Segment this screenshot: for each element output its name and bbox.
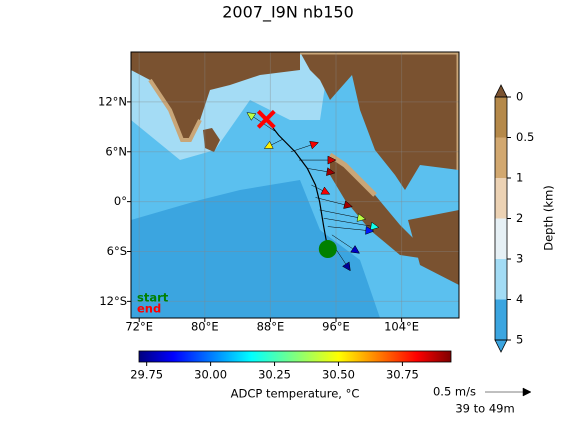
depth-tick-label: 0.5 — [516, 130, 534, 144]
depth-tick-label: 3 — [516, 252, 523, 266]
scale-arrow — [485, 387, 532, 397]
colorbar-tick-label: 30.75 — [386, 368, 419, 382]
depth-band — [495, 97, 507, 138]
map-frame — [130, 51, 460, 319]
title: 2007_I9N nb150 — [222, 3, 354, 23]
basemap — [131, 52, 459, 318]
velocity-vector — [246, 112, 275, 132]
colorbar-tick-label: 30.50 — [322, 368, 355, 382]
scale-label: 0.5 m/s — [433, 385, 476, 399]
scale-depth: 39 to 49m — [455, 402, 514, 416]
velocity-vector — [263, 139, 283, 149]
colorbar-tick-label: 29.75 — [130, 368, 163, 382]
velocity-vector — [290, 140, 320, 152]
colorbar-tick-label: 30.25 — [258, 368, 291, 382]
velocity-vector — [323, 218, 380, 231]
velocity-vector — [311, 184, 331, 195]
colorbar-tick-label: 30.00 — [194, 368, 227, 382]
depth-band — [495, 218, 507, 259]
depth-band — [495, 137, 507, 178]
depth-extend-top — [494, 84, 508, 98]
x-tick-label: 96°E — [322, 320, 350, 334]
depth-tick-label: 4 — [516, 292, 523, 306]
velocity-vector — [307, 167, 336, 176]
velocity-vector — [315, 197, 353, 209]
velocity-vector — [331, 234, 360, 254]
depth-tick-label: 5 — [516, 333, 523, 347]
depth-tick-label: 2 — [516, 211, 523, 225]
y-tick-label: 6°N — [105, 144, 127, 158]
velocity-vector — [299, 155, 337, 165]
y-tick-label: 12°N — [98, 94, 127, 108]
depth-band — [495, 259, 507, 300]
y-tick-label: 0° — [114, 194, 127, 208]
legend-end: end — [137, 302, 161, 316]
depth-tick-label: 0 — [516, 90, 523, 104]
depth-band — [495, 178, 507, 219]
x-tick-label: 80°E — [191, 320, 219, 334]
x-tick-label: 104°E — [384, 320, 419, 334]
track — [265, 118, 329, 250]
velocity-vector — [319, 209, 367, 222]
depth-extend-bottom — [494, 339, 508, 353]
x-tick-label: 88°E — [257, 320, 285, 334]
depth-tick-label: 1 — [516, 171, 523, 185]
temperature-colorbar — [138, 350, 452, 363]
x-tick-label: 72°E — [125, 320, 153, 334]
end-marker — [256, 109, 276, 129]
legend-start: start — [137, 291, 169, 305]
y-tick-label: 6°S — [107, 244, 127, 258]
depth-band — [495, 299, 507, 340]
velocity-vector — [331, 243, 351, 272]
velocity-vector — [327, 225, 375, 235]
y-tick-label: 12°S — [99, 294, 127, 308]
depth-label: Depth (km) — [542, 185, 556, 251]
start-marker — [318, 240, 337, 259]
temperature-label: ADCP temperature, °C — [231, 387, 360, 401]
